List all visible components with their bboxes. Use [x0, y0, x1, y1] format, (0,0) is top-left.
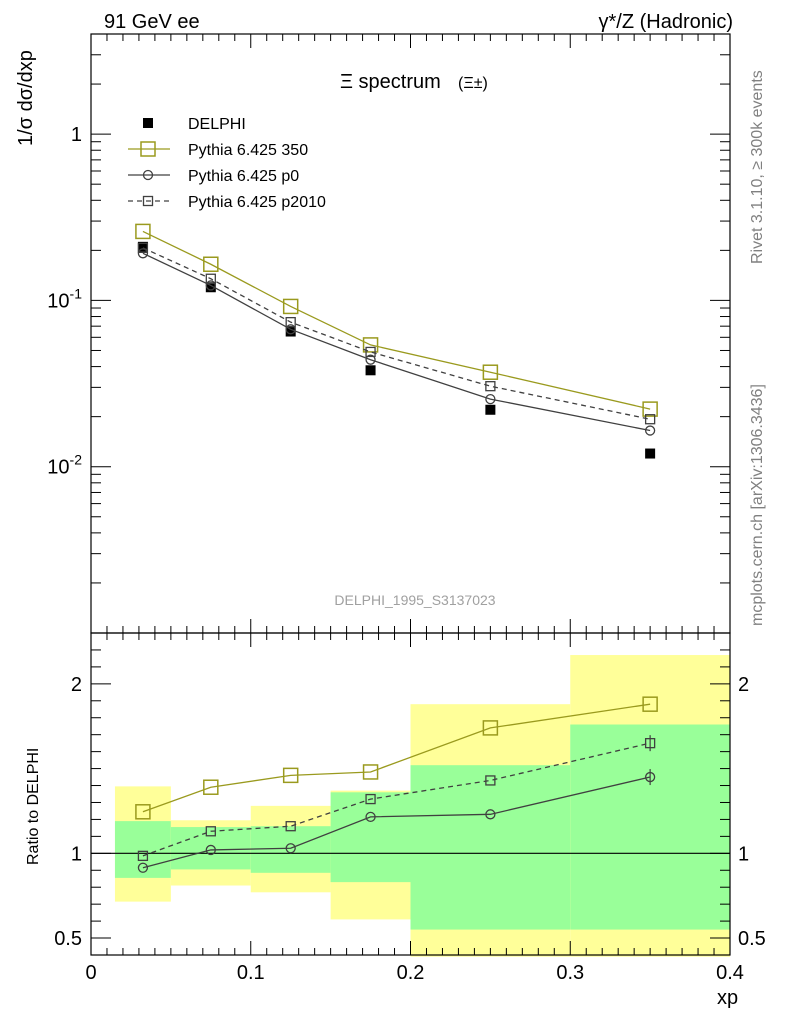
x-tick-label: 0.2 [397, 962, 425, 984]
ratio-point-1 [485, 809, 496, 820]
legend-label: Pythia 6.425 p2010 [188, 194, 326, 211]
data-point-0 [365, 365, 376, 376]
main-panel: 10-2 10-1 1 DELPHI Pythia 6.425 350 Pythia 6.… [47, 33, 731, 634]
legend-marker [142, 195, 154, 207]
ratio-y-tick-label: 2 [71, 674, 82, 696]
series-line-3 [142, 247, 651, 420]
ratio-point-1 [137, 862, 149, 873]
data-point-0 [645, 448, 656, 459]
data-point-0 [205, 282, 216, 293]
ratio-y-tick-label: 1 [71, 843, 82, 865]
ratio-point-2 [285, 821, 296, 832]
x-tick-label: 0.1 [237, 962, 265, 984]
data-point-2 [365, 354, 376, 365]
data-point-3 [285, 317, 296, 328]
ratio-band-green [330, 792, 411, 883]
ratio-point-2 [644, 738, 656, 749]
ratio-band-green [114, 821, 171, 878]
main-frame [90, 33, 731, 634]
ratio-point-1 [285, 843, 296, 854]
legend-label: Pythia 6.425 p0 [188, 168, 299, 185]
data-point-3 [485, 381, 496, 392]
data-point-2 [205, 280, 216, 291]
data-point-0 [485, 404, 496, 415]
ratio-line-0 [142, 703, 651, 813]
ratio-point-1 [365, 811, 376, 823]
data-point-1 [203, 256, 219, 272]
x-tick-label: 0 [85, 962, 96, 984]
x-axis-label: xp [717, 987, 738, 1009]
ratio-band-green [170, 827, 251, 870]
data-point-1 [362, 337, 379, 353]
ratio-point-2 [137, 850, 149, 862]
ratio-point-2 [205, 826, 216, 837]
data-point-0 [137, 241, 148, 252]
ratio-line-1 [142, 776, 651, 869]
y-tick-label: 10-1 [47, 285, 82, 312]
header-left: 91 GeV ee [104, 11, 200, 33]
ratio-y-axis-label: Ratio to DELPHI [25, 748, 42, 865]
data-point-2 [285, 324, 296, 335]
legend-marker [143, 118, 153, 128]
legend-marker [140, 141, 156, 157]
ratio-y-tick-label-right: 0.5 [738, 928, 766, 950]
data-point-0 [285, 326, 296, 337]
series-line-1 [142, 230, 651, 410]
ratio-point-0 [203, 779, 219, 795]
y-axis-label: 1/σ dσ/dxp [15, 50, 37, 146]
data-point-1 [135, 223, 151, 240]
ratio-band-green [570, 724, 730, 930]
ratio-point-1 [205, 844, 216, 856]
analysis-label: DELPHI_1995_S3137023 [334, 592, 495, 608]
data-point-2 [137, 248, 149, 259]
x-tick-label: 0.3 [556, 962, 584, 984]
ratio-point-0 [482, 720, 499, 736]
data-point-3 [644, 414, 656, 425]
legend-label: DELPHI [188, 116, 246, 133]
series-line-2 [142, 252, 651, 432]
main-title-suffix: (Ξ±) [458, 75, 488, 92]
header-right: γ*/Z (Hadronic) [599, 11, 733, 33]
data-point-2 [485, 393, 496, 405]
mcplots-side-label: mcplots.cern.ch [arXiv:1306.3436] [749, 384, 766, 626]
ratio-point-0 [282, 767, 299, 784]
data-point-1 [482, 364, 499, 380]
ratio-point-0 [362, 764, 379, 780]
legend-marker [142, 169, 154, 181]
ratio-band-green [410, 765, 571, 930]
ratio-band-green [250, 826, 331, 873]
data-point-1 [642, 401, 658, 417]
x-tick-label: 0.4 [716, 962, 744, 984]
data-point-1 [282, 298, 299, 315]
ratio-panel: 0 0.1 0.2 0.3 0.4 0.5 0.5 1 1 2 2 [54, 34, 766, 984]
y-tick-label: 10-2 [47, 452, 82, 479]
ratio-y-tick-label: 0.5 [54, 928, 82, 950]
data-point-3 [137, 242, 149, 254]
data-point-3 [365, 346, 376, 358]
legend-label: Pythia 6.425 350 [188, 142, 308, 159]
ratio-y-tick-label-right: 1 [738, 843, 749, 865]
ratio-point-1 [644, 771, 656, 783]
y-tick-label: 1 [71, 124, 82, 146]
main-title: Ξ spectrum [340, 71, 441, 93]
ratio-point-2 [485, 775, 496, 786]
data-point-2 [644, 425, 656, 436]
rivet-side-label: Rivet 3.1.10, ≥ 300k events [749, 70, 766, 264]
ratio-point-0 [642, 696, 658, 712]
ratio-y-tick-label-right: 2 [738, 674, 749, 696]
ratio-point-2 [365, 793, 376, 805]
data-point-3 [205, 273, 216, 284]
ratio-point-0 [135, 804, 151, 820]
